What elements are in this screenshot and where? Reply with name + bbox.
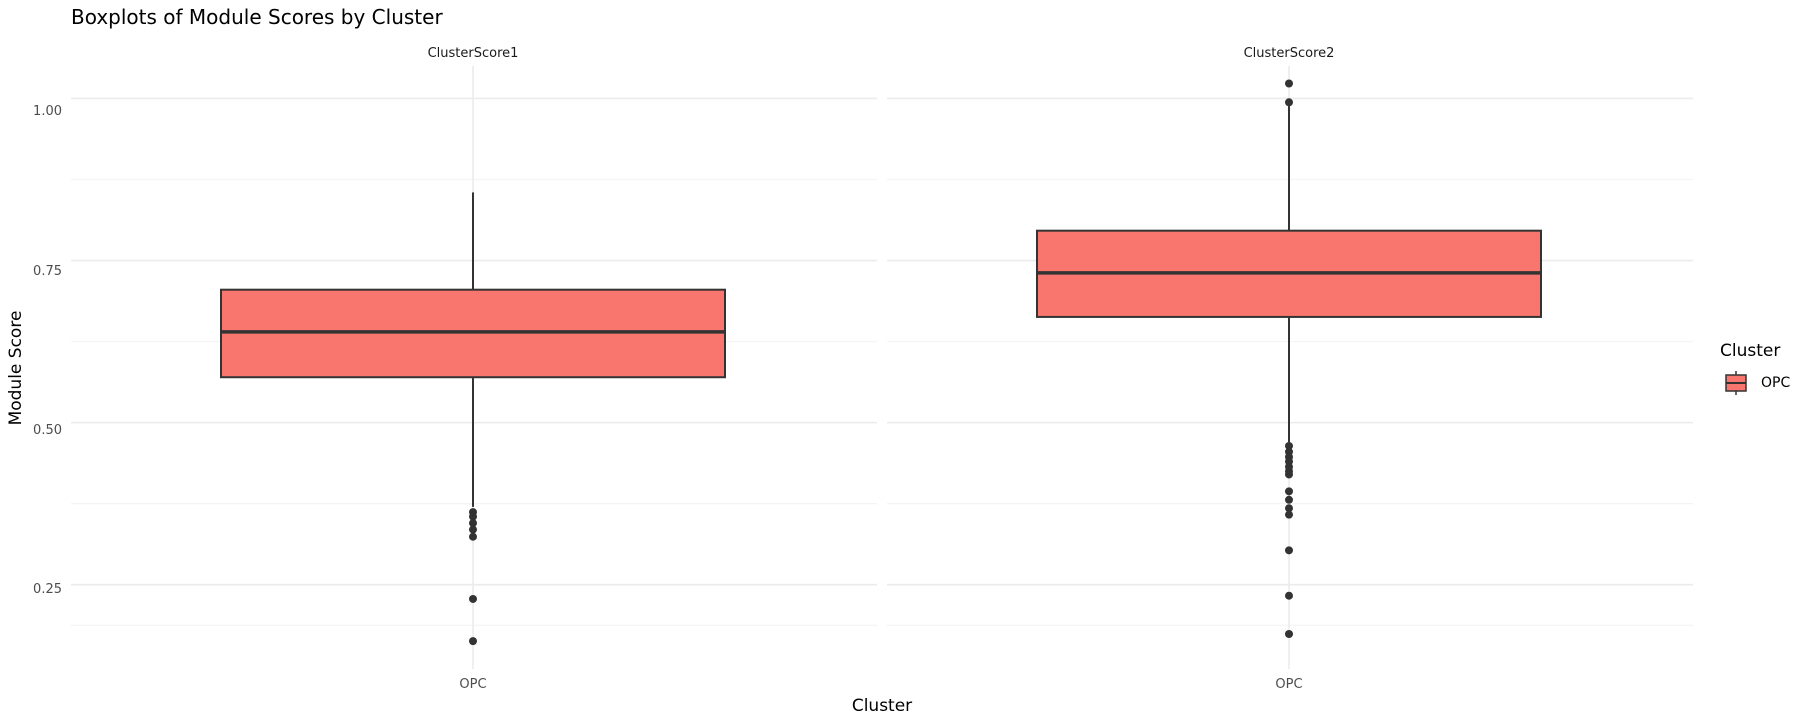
outlier-point — [1285, 546, 1293, 555]
legend-title: Cluster — [1720, 341, 1780, 361]
x-tick-label-1: OPC — [459, 677, 486, 692]
panel-1-marks — [220, 192, 726, 646]
strip-label-1: ClusterScore1 — [428, 46, 519, 61]
outlier-point — [1285, 629, 1293, 638]
outlier-point — [1285, 510, 1293, 519]
outlier-point — [1285, 98, 1293, 107]
y-axis: 0.25 0.50 0.75 1.00 — [33, 104, 62, 597]
panel-2-marks — [1036, 79, 1542, 638]
outlier-point — [1285, 591, 1293, 600]
y-axis-title: Module Score — [6, 311, 26, 426]
legend-key-opc — [1725, 371, 1747, 395]
y-tick-label: 0.50 — [33, 423, 62, 438]
outlier-point — [469, 594, 477, 603]
outlier-point — [1285, 441, 1293, 450]
x-tick-label-2: OPC — [1275, 677, 1302, 692]
legend: Cluster OPC — [1720, 341, 1790, 395]
outlier-point — [1285, 504, 1293, 513]
outlier-point — [469, 512, 477, 521]
outlier-point — [469, 525, 477, 534]
chart-title: Boxplots of Module Scores by Cluster — [71, 5, 443, 29]
y-tick-label: 0.75 — [33, 264, 62, 279]
outlier-point — [1285, 470, 1293, 479]
outlier-point — [469, 532, 477, 541]
y-tick-label: 1.00 — [33, 104, 62, 119]
x-axis-title: Cluster — [852, 696, 912, 716]
outlier-point — [1285, 495, 1293, 504]
outlier-point — [469, 519, 477, 528]
outlier-point — [1285, 79, 1293, 88]
panel-2: ClusterScore2 OPC — [887, 46, 1693, 692]
legend-label-opc: OPC — [1761, 375, 1790, 391]
strip-label-2: ClusterScore2 — [1244, 46, 1335, 61]
y-tick-label: 0.25 — [33, 582, 62, 597]
panel-1: ClusterScore1 OPC — [71, 46, 877, 692]
outlier-point — [469, 637, 477, 646]
outlier-point — [1285, 487, 1293, 496]
